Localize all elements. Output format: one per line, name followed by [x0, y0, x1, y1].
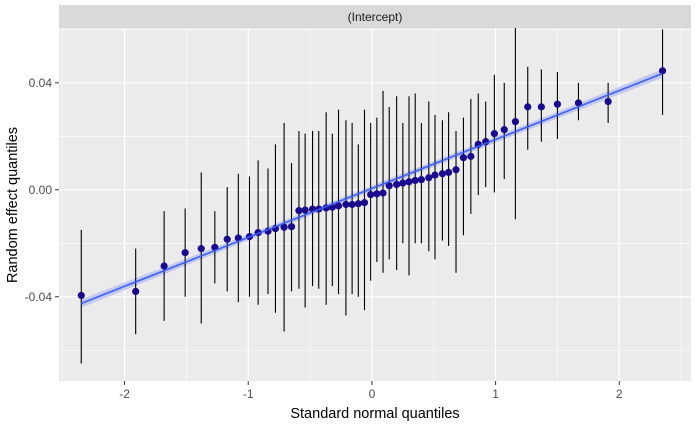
data-point — [444, 168, 453, 177]
data-point — [348, 200, 356, 209]
data-point — [197, 245, 205, 253]
fit-line — [80, 72, 663, 305]
x-axis: -2 -1 0 1 2 — [119, 381, 623, 401]
data-point — [379, 189, 387, 197]
data-point — [511, 117, 519, 126]
data-point — [181, 249, 189, 257]
data-point — [77, 291, 85, 300]
panel-title: (Intercept) — [348, 10, 403, 24]
panel-background — [59, 28, 691, 381]
data-point — [301, 206, 309, 214]
data-point — [223, 235, 231, 243]
data-point — [354, 200, 362, 208]
x-tick-label: -2 — [119, 387, 130, 401]
data-point — [385, 182, 393, 190]
data-point — [287, 223, 296, 231]
data-point — [431, 171, 439, 179]
data-point — [393, 180, 401, 189]
data-point — [452, 166, 460, 174]
y-axis-title: Random effect quantiles — [5, 127, 21, 283]
x-tick-label: 1 — [492, 387, 499, 401]
data-point — [467, 152, 475, 160]
data-point — [553, 100, 562, 108]
data-point — [604, 97, 612, 106]
data-point — [658, 67, 667, 75]
data-point — [490, 130, 498, 138]
data-point — [537, 103, 545, 111]
y-tick-label: -0.04 — [25, 290, 53, 304]
data-point — [459, 154, 468, 162]
data-point — [438, 170, 447, 178]
y-axis: -0.04 0.00 0.04 — [25, 76, 59, 304]
data-point — [524, 103, 532, 111]
data-point — [574, 99, 583, 107]
data-point — [295, 207, 303, 215]
data-point — [334, 202, 343, 210]
data-point — [360, 199, 369, 207]
x-tick-label: 0 — [369, 387, 376, 401]
data-point — [399, 179, 407, 187]
data-point — [342, 200, 350, 209]
data-point — [417, 176, 425, 184]
data-point — [405, 178, 413, 186]
panel-strip — [59, 5, 691, 28]
x-tick-label: 2 — [616, 387, 623, 401]
data-point — [411, 176, 419, 185]
x-tick-label: -1 — [243, 387, 254, 401]
y-tick-label: 0.00 — [29, 183, 53, 197]
data-point — [425, 174, 433, 182]
data-point — [373, 190, 381, 198]
y-tick-label: 0.04 — [29, 76, 53, 90]
data-point — [367, 191, 375, 199]
data-point — [280, 223, 288, 231]
data-point — [132, 287, 140, 296]
data-point — [500, 126, 508, 134]
x-axis-title: Standard normal quantiles — [290, 406, 459, 422]
data-point — [160, 262, 168, 270]
